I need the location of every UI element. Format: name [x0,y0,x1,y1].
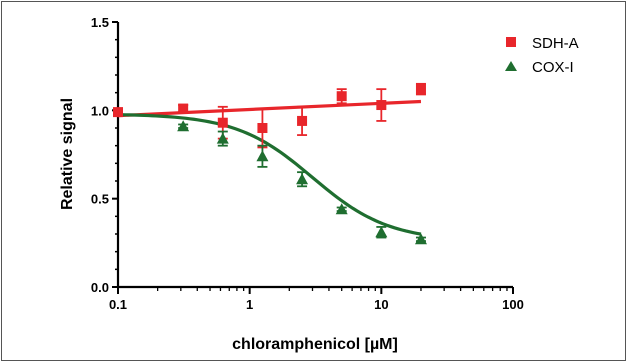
sdh-a-point [336,91,347,102]
cox-i-point [335,203,348,215]
sdh-a-point [113,107,123,118]
cox-i-fit-line [117,113,422,236]
cox-i-point [414,233,427,245]
sdh-a-point [257,123,268,133]
sdh-a-point [415,84,426,95]
legend-label-sdh-a: SDH-A [532,35,579,52]
legend: SDH-A COX-I [505,35,579,76]
y-tick-label: 1.0 [91,103,109,118]
axes [116,22,513,289]
sdh-a-point [217,117,228,128]
cox-i-point [256,150,269,162]
sdh-a-point [297,115,308,126]
x-tick-label: 100 [502,297,524,312]
cox-i-point [296,173,309,185]
sdh-a-fit-line [117,99,422,118]
x-tick-label: 1 [246,297,253,312]
cox-i-point [177,120,190,132]
x-axis-title: chloramphenicol [µM] [232,336,398,353]
y-tick-label: 0.5 [91,192,109,207]
y-tick-label: 0.0 [91,280,109,295]
x-tick-label: 0.1 [109,297,127,312]
sdh-a-point [376,100,387,111]
legend-label-cox-i: COX-I [532,59,574,76]
cox-i-point [216,132,229,144]
legend-marker-cox-i [505,61,517,71]
y-tick-label: 1.5 [91,15,109,30]
cox-i-point [375,226,388,238]
legend-marker-sdh-a [506,37,516,47]
x-tick-label: 10 [374,297,388,312]
y-axis-title: Relative signal [59,98,76,210]
sdh-a-point [178,103,189,114]
